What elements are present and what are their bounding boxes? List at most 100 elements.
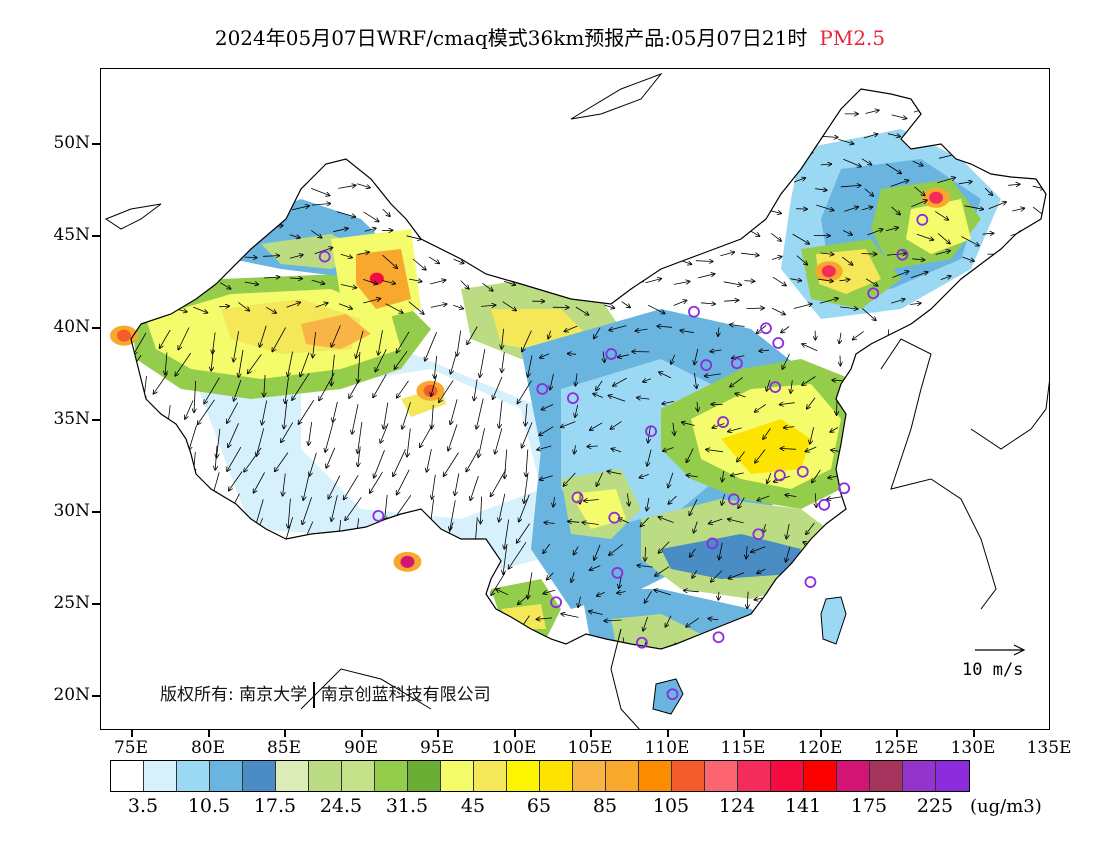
wind-arrow: [584, 500, 599, 501]
wind-arrow: [122, 710, 124, 723]
wind-arrow: [302, 497, 312, 524]
wind-arrow: [428, 209, 443, 218]
lat-tick: [92, 603, 100, 605]
wind-arrow: [570, 712, 579, 720]
wind-arrow: [1035, 114, 1046, 117]
wind-arrow: [264, 109, 276, 121]
wind-arrow: [308, 569, 318, 599]
city-marker: [571, 491, 584, 504]
wind-arrow: [422, 614, 432, 624]
lat-label-45n: 45N: [53, 225, 90, 245]
wind-arrow: [481, 230, 492, 241]
wind-arrow: [158, 546, 171, 570]
wind-arrow: [357, 252, 370, 255]
wind-arrow: [227, 402, 239, 423]
wind-arrow: [957, 688, 959, 703]
wind-arrow: [568, 354, 577, 355]
wind-arrow: [189, 424, 197, 450]
wind-arrow: [153, 372, 169, 394]
wind-arrow: [1035, 251, 1046, 257]
wind-arrow: [196, 159, 210, 169]
wind-arrow: [194, 86, 206, 88]
wind-arrow: [352, 569, 359, 590]
coastline-caspian: [104, 203, 162, 230]
wind-arrow: [781, 448, 797, 449]
wind-arrow: [594, 327, 601, 339]
wind-arrow: [227, 446, 242, 471]
wind-arrow: [333, 401, 338, 422]
wind-arrow: [385, 303, 403, 313]
wind-arrow: [517, 380, 532, 404]
wind-arrow: [325, 422, 334, 452]
wind-arrow: [178, 327, 190, 350]
wind-arrow: [475, 570, 485, 602]
wind-arrow: [988, 111, 1000, 112]
wind-arrow: [997, 714, 1008, 717]
wind-arrow: [430, 87, 441, 89]
wind-arrow: [194, 380, 196, 412]
wind-arrow: [228, 545, 245, 573]
wind-arrow: [217, 428, 221, 458]
colorbar-tick-label: 85: [592, 795, 618, 817]
wind-arrow: [314, 619, 316, 632]
wind-arrow: [790, 644, 793, 649]
wind-arrow: [689, 713, 697, 721]
wind-arrow: [543, 589, 556, 594]
wind-arrow: [593, 394, 603, 398]
wind-arrow: [409, 89, 424, 96]
wind-arrow: [929, 423, 937, 429]
wind-arrow: [969, 450, 985, 452]
wind-arrow: [574, 260, 588, 267]
wind-arrow: [650, 229, 664, 231]
wind-arrow: [363, 164, 375, 171]
wind-arrow: [722, 470, 724, 482]
wind-arrow: [234, 379, 242, 401]
wind-arrow: [948, 615, 964, 617]
wind-arrow: [645, 591, 652, 603]
wind-arrow: [118, 378, 121, 407]
wind-arrow: [473, 542, 480, 570]
wind-arrow: [575, 404, 578, 417]
wind-arrow: [373, 374, 387, 397]
wind-arrow: [211, 348, 213, 371]
wind-arrow: [305, 714, 312, 721]
wind-arrow: [875, 467, 893, 470]
wind-arrow: [784, 427, 795, 428]
wind-arrow: [158, 642, 169, 644]
wind-arrow: [480, 496, 481, 524]
wind-arrow: [843, 158, 861, 166]
wind-arrow: [786, 546, 791, 562]
wind-arrow: [141, 572, 148, 599]
wind-arrow: [646, 208, 657, 211]
wind-arrow: [861, 568, 863, 578]
wind-arrow: [406, 235, 422, 240]
wind-arrow: [918, 661, 935, 665]
wind-arrow: [458, 235, 468, 245]
wind-arrow: [380, 132, 394, 136]
wind-arrow: [796, 113, 811, 123]
wind-arrow: [1026, 330, 1036, 339]
wind-arrow: [272, 327, 287, 351]
wind-arrow: [975, 711, 986, 716]
wind-arrow: [982, 233, 994, 234]
wind-arrow: [935, 251, 950, 255]
wind-arrow: [969, 426, 986, 428]
wind-arrow: [690, 548, 696, 557]
wind-arrow: [508, 231, 523, 239]
wind-arrow: [244, 447, 262, 472]
wind-arrow: [962, 256, 974, 261]
wind-arrow: [547, 572, 554, 580]
wind-arrow: [525, 639, 533, 643]
wind-arrow: [563, 472, 576, 486]
city-marker: [550, 596, 562, 609]
wind-arrow: [577, 136, 597, 140]
wind-arrow: [747, 591, 748, 609]
wind-arrow: [256, 641, 263, 646]
wind-arrow: [695, 261, 713, 262]
wind-arrow: [659, 541, 670, 553]
wind-arrow: [444, 452, 459, 477]
wind-arrow: [184, 494, 193, 513]
wind-arrow: [674, 83, 693, 89]
wind-arrow: [660, 665, 674, 672]
lon-tick: [743, 730, 745, 737]
